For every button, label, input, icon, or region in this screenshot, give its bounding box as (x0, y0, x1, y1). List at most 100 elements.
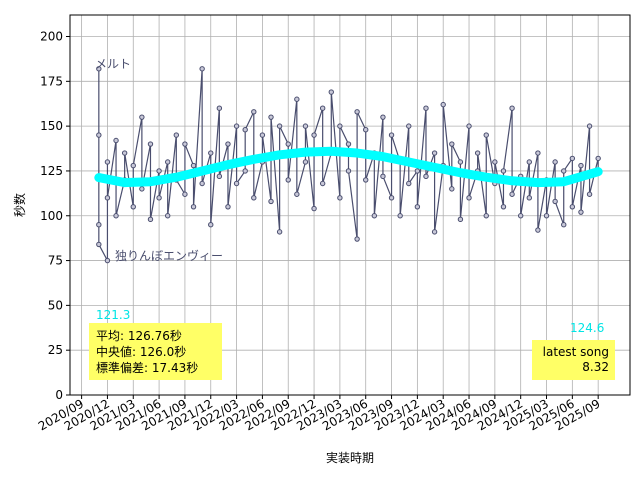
data-point (182, 191, 188, 197)
data-point (578, 209, 584, 215)
data-point (139, 186, 145, 192)
data-point (440, 101, 446, 108)
data-point (199, 66, 205, 72)
data-point (96, 132, 102, 138)
data-point (216, 173, 223, 180)
data-point (147, 141, 154, 147)
data-point (337, 195, 343, 201)
data-point (251, 195, 257, 201)
data-point (251, 109, 257, 115)
y-tick-label: 0 (55, 388, 63, 402)
data-point (294, 96, 300, 102)
data-point (354, 236, 360, 242)
data-point (509, 191, 515, 197)
data-point (165, 159, 171, 165)
data-point (190, 162, 197, 169)
data-point (139, 114, 145, 120)
data-point (173, 132, 180, 138)
data-point (517, 213, 524, 219)
data-point (535, 150, 541, 156)
stats-box (89, 323, 222, 380)
data-point (311, 205, 317, 212)
data-point (406, 123, 412, 129)
y-tick-label: 100 (40, 209, 63, 223)
stats-text: 中央値: 126.0秒 (96, 344, 186, 359)
data-point (156, 195, 162, 201)
y-tick-label: 150 (40, 119, 63, 133)
data-point (113, 213, 119, 219)
data-point (466, 123, 472, 129)
data-point (388, 195, 395, 201)
data-point (104, 159, 111, 165)
data-point (578, 162, 584, 169)
stats-text: 平均: 126.76秒 (96, 329, 182, 343)
annotation: 121.3 (96, 308, 130, 322)
data-point (431, 229, 438, 235)
data-point (354, 109, 360, 115)
data-point (552, 159, 558, 165)
annotation: 独りんぼエンヴィー (115, 248, 223, 263)
data-point (199, 180, 205, 187)
data-point (561, 222, 567, 228)
data-point (259, 132, 266, 138)
y-tick-label: 200 (40, 30, 63, 44)
data-point (165, 213, 171, 219)
data-point (96, 241, 102, 248)
y-tick-label: 50 (48, 298, 63, 312)
annotation: 124.6 (570, 321, 604, 335)
data-point (466, 195, 472, 201)
latest-text: 8.32 (582, 360, 609, 374)
data-point (414, 168, 421, 174)
data-point (104, 257, 111, 264)
data-point (276, 123, 283, 129)
data-point (363, 127, 369, 133)
data-point (543, 213, 550, 219)
data-point (208, 150, 214, 156)
data-point (500, 168, 507, 174)
data-point (328, 89, 334, 95)
data-point (345, 141, 352, 147)
data-point (294, 191, 300, 197)
data-point (147, 216, 154, 223)
data-point (371, 213, 378, 219)
data-point (509, 105, 515, 111)
data-point (380, 114, 386, 120)
data-point (363, 177, 369, 183)
y-tick-label: 175 (40, 74, 63, 88)
data-point (319, 105, 326, 111)
data-point (268, 114, 274, 120)
data-point (569, 204, 576, 210)
data-point (104, 195, 111, 201)
data-point (130, 204, 136, 210)
data-point (233, 180, 240, 187)
data-point (457, 159, 464, 165)
data-point (526, 159, 532, 165)
data-point (225, 204, 231, 210)
data-point (285, 141, 291, 147)
data-point (457, 216, 464, 223)
data-point (242, 168, 248, 174)
data-point (535, 227, 541, 233)
data-point (113, 137, 119, 144)
data-point (483, 132, 489, 138)
data-point (285, 177, 291, 183)
y-tick-label: 25 (48, 343, 63, 357)
data-point (388, 132, 395, 138)
data-point (423, 173, 429, 180)
data-point (233, 123, 240, 129)
data-point (431, 150, 438, 156)
data-point (225, 141, 231, 147)
data-point (302, 123, 309, 129)
latest-text: latest song (543, 345, 609, 359)
y-tick-label: 125 (40, 164, 63, 178)
data-point (397, 213, 403, 219)
latest-box (532, 340, 615, 380)
data-point (96, 222, 102, 228)
plot-frame (69, 14, 631, 396)
data-point (500, 204, 507, 210)
data-point (492, 159, 498, 165)
data-point (595, 155, 601, 162)
data-point (156, 168, 162, 174)
y-tick-label: 75 (48, 254, 63, 268)
